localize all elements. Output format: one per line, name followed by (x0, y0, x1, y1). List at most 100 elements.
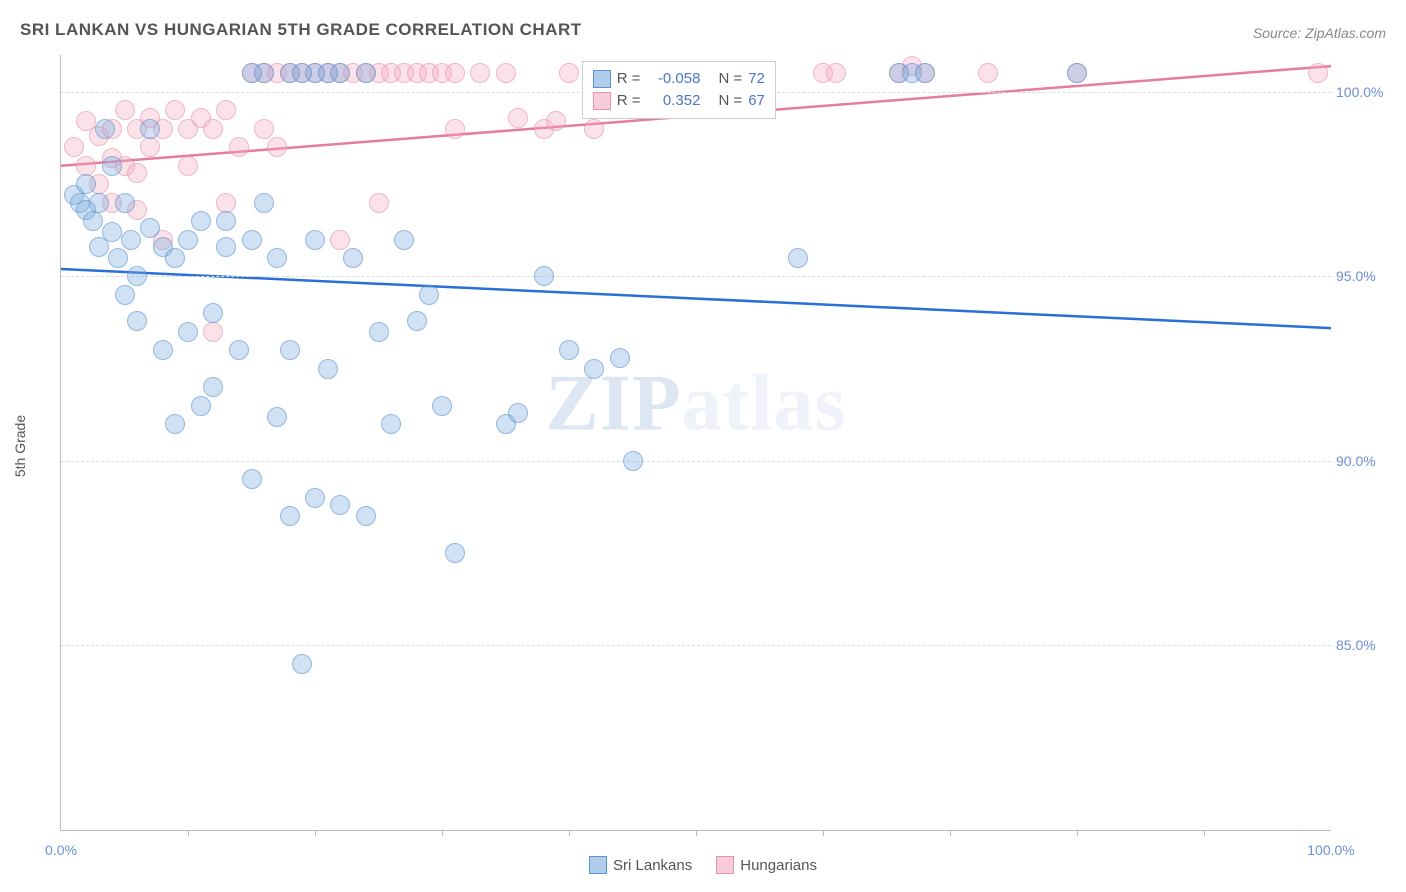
data-point (318, 359, 338, 379)
data-point (115, 193, 135, 213)
x-tick (442, 830, 443, 836)
plot-area: ZIPatlas 85.0%90.0%95.0%100.0%0.0%100.0%… (60, 55, 1331, 831)
data-point (127, 311, 147, 331)
y-tick-label: 85.0% (1336, 637, 1391, 653)
y-tick-label: 90.0% (1336, 453, 1391, 469)
data-point (216, 211, 236, 231)
legend-item-sri-lankans: Sri Lankans (589, 856, 692, 874)
data-point (496, 63, 516, 83)
data-point (419, 285, 439, 305)
data-point (381, 414, 401, 434)
data-point (318, 63, 338, 83)
data-point (267, 137, 287, 157)
data-point (330, 495, 350, 515)
data-point (203, 119, 223, 139)
x-tick (823, 830, 824, 836)
data-point (89, 193, 109, 213)
data-point (445, 543, 465, 563)
data-point (127, 266, 147, 286)
gridline-h (61, 645, 1331, 646)
swatch-icon (589, 856, 607, 874)
stat-n-value: 67 (748, 90, 765, 112)
data-point (584, 119, 604, 139)
y-tick-label: 100.0% (1336, 84, 1391, 100)
legend-label: Sri Lankans (613, 857, 692, 874)
data-point (978, 63, 998, 83)
data-point (623, 451, 643, 471)
x-tick (1077, 830, 1078, 836)
data-point (826, 63, 846, 83)
stat-n-value: 72 (748, 68, 765, 90)
chart-title: SRI LANKAN VS HUNGARIAN 5TH GRADE CORREL… (20, 20, 582, 40)
source-attribution: Source: ZipAtlas.com (1253, 25, 1386, 41)
stat-r-value: 0.352 (646, 90, 700, 112)
data-point (267, 248, 287, 268)
data-point (369, 322, 389, 342)
data-point (191, 211, 211, 231)
data-point (229, 137, 249, 157)
data-point (356, 63, 376, 83)
data-point (95, 119, 115, 139)
x-tick (315, 830, 316, 836)
data-point (254, 193, 274, 213)
data-point (178, 322, 198, 342)
data-point (559, 63, 579, 83)
x-tick (1204, 830, 1205, 836)
stat-r-label: R = (617, 90, 641, 112)
data-point (508, 108, 528, 128)
data-point (508, 403, 528, 423)
data-point (280, 506, 300, 526)
legend-bottom: Sri Lankans Hungarians (589, 856, 817, 874)
data-point (559, 340, 579, 360)
stat-r-value: -0.058 (646, 68, 700, 90)
swatch-icon (593, 70, 611, 88)
data-point (445, 63, 465, 83)
data-point (76, 174, 96, 194)
data-point (445, 119, 465, 139)
data-point (203, 322, 223, 342)
data-point (292, 654, 312, 674)
data-point (394, 230, 414, 250)
stats-row: R =0.352N =67 (593, 90, 765, 112)
x-tick (569, 830, 570, 836)
data-point (102, 222, 122, 242)
chart-container: SRI LANKAN VS HUNGARIAN 5TH GRADE CORREL… (0, 0, 1406, 892)
data-point (191, 396, 211, 416)
data-point (369, 193, 389, 213)
data-point (115, 285, 135, 305)
data-point (178, 156, 198, 176)
x-tick (696, 830, 697, 836)
data-point (470, 63, 490, 83)
data-point (242, 469, 262, 489)
data-point (76, 156, 96, 176)
data-point (115, 100, 135, 120)
data-point (229, 340, 249, 360)
x-tick-label: 0.0% (45, 842, 77, 858)
swatch-icon (716, 856, 734, 874)
data-point (407, 311, 427, 331)
data-point (254, 63, 274, 83)
data-point (546, 111, 566, 131)
stats-row: R =-0.058N =72 (593, 68, 765, 90)
data-point (356, 506, 376, 526)
gridline-h (61, 461, 1331, 462)
data-point (343, 248, 363, 268)
x-tick (188, 830, 189, 836)
data-point (178, 230, 198, 250)
x-tick (950, 830, 951, 836)
data-point (330, 230, 350, 250)
trend-lines-svg (61, 55, 1331, 830)
data-point (267, 407, 287, 427)
data-point (140, 137, 160, 157)
data-point (305, 488, 325, 508)
data-point (254, 119, 274, 139)
data-point (140, 218, 160, 238)
data-point (140, 119, 160, 139)
y-tick-label: 95.0% (1336, 268, 1391, 284)
data-point (108, 248, 128, 268)
legend-item-hungarians: Hungarians (716, 856, 817, 874)
data-point (83, 211, 103, 231)
data-point (432, 396, 452, 416)
data-point (153, 340, 173, 360)
data-point (216, 237, 236, 257)
